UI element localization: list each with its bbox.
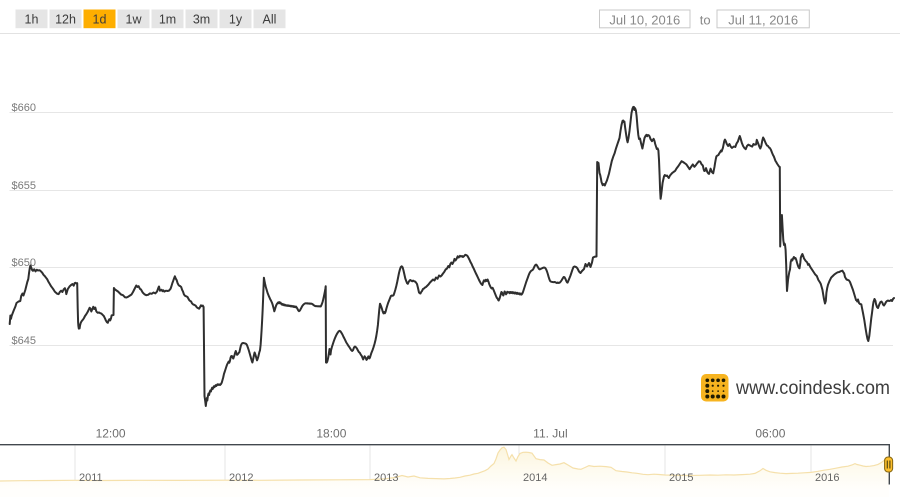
svg-text:11. Jul: 11. Jul <box>533 427 567 441</box>
svg-text:2016: 2016 <box>815 472 839 484</box>
svg-text:1w: 1w <box>126 12 143 26</box>
svg-text:18:00: 18:00 <box>316 427 346 441</box>
svg-text:$645: $645 <box>12 335 36 347</box>
svg-text:to: to <box>700 12 711 27</box>
svg-text:12h: 12h <box>55 12 76 26</box>
svg-text:2015: 2015 <box>669 472 693 484</box>
svg-text:All: All <box>263 12 277 26</box>
svg-text:1m: 1m <box>159 12 176 26</box>
svg-text:06:00: 06:00 <box>755 427 785 441</box>
svg-text:2011: 2011 <box>79 472 103 484</box>
svg-text:12:00: 12:00 <box>96 427 126 441</box>
svg-text:www.coindesk.com: www.coindesk.com <box>735 377 890 399</box>
svg-text:2014: 2014 <box>523 472 547 484</box>
svg-text:1d: 1d <box>93 12 107 26</box>
svg-text:1h: 1h <box>25 12 39 26</box>
svg-text:2013: 2013 <box>374 472 398 484</box>
svg-text:Jul 11, 2016: Jul 11, 2016 <box>728 12 798 27</box>
svg-text:$660: $660 <box>12 102 36 114</box>
svg-text:2012: 2012 <box>229 472 253 484</box>
svg-text:3m: 3m <box>193 12 210 26</box>
svg-text:$655: $655 <box>12 180 36 192</box>
svg-text:Jul 10, 2016: Jul 10, 2016 <box>609 12 680 27</box>
svg-text:1y: 1y <box>229 12 243 26</box>
svg-text:$650: $650 <box>12 257 36 269</box>
